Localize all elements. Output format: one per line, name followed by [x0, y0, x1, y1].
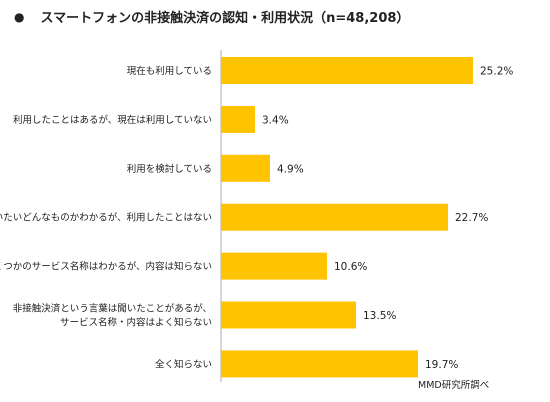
- bar-1: [221, 105, 255, 133]
- value-label-0: 25.2%: [480, 66, 513, 78]
- title-bullet-icon: ●: [14, 9, 25, 24]
- category-label-5-line-0: 非接触決済という言葉は聞いたことがあるが、: [13, 303, 212, 315]
- value-label-4: 10.6%: [334, 261, 367, 273]
- value-label-3: 22.7%: [455, 212, 488, 224]
- category-label-0: 現在も利用している: [127, 65, 212, 77]
- category-label-6: 全く知らない: [155, 358, 212, 370]
- bar-5: [221, 301, 356, 329]
- category-label-4: いくつかのサービス名称はわかるが、内容は知らない: [0, 261, 212, 273]
- value-label-6: 19.7%: [425, 359, 458, 371]
- category-label-2: 利用を検討している: [127, 163, 212, 175]
- category-label-5-line-1: サービス名称・内容はよく知らない: [60, 317, 212, 329]
- value-label-1: 3.4%: [262, 114, 289, 126]
- bar-6: [221, 350, 418, 378]
- chart-title: ● スマートフォンの非接触決済の認知・利用状況（n=48,208）: [14, 7, 410, 27]
- chart-title-text: スマートフォンの非接触決済の認知・利用状況（n=48,208）: [40, 11, 410, 26]
- bar-3: [221, 203, 448, 231]
- bar-0: [221, 57, 473, 84]
- category-label-1: 利用したことはあるが、現在は利用していない: [13, 114, 212, 126]
- source-note: MMD研究所調べ: [418, 380, 490, 391]
- bar-2: [221, 154, 270, 182]
- category-label-3: だいたいどんなものかわかるが、利用したことはない: [0, 212, 212, 224]
- value-label-2: 4.9%: [277, 163, 304, 175]
- value-label-5: 13.5%: [363, 310, 396, 322]
- bar-4: [221, 252, 327, 280]
